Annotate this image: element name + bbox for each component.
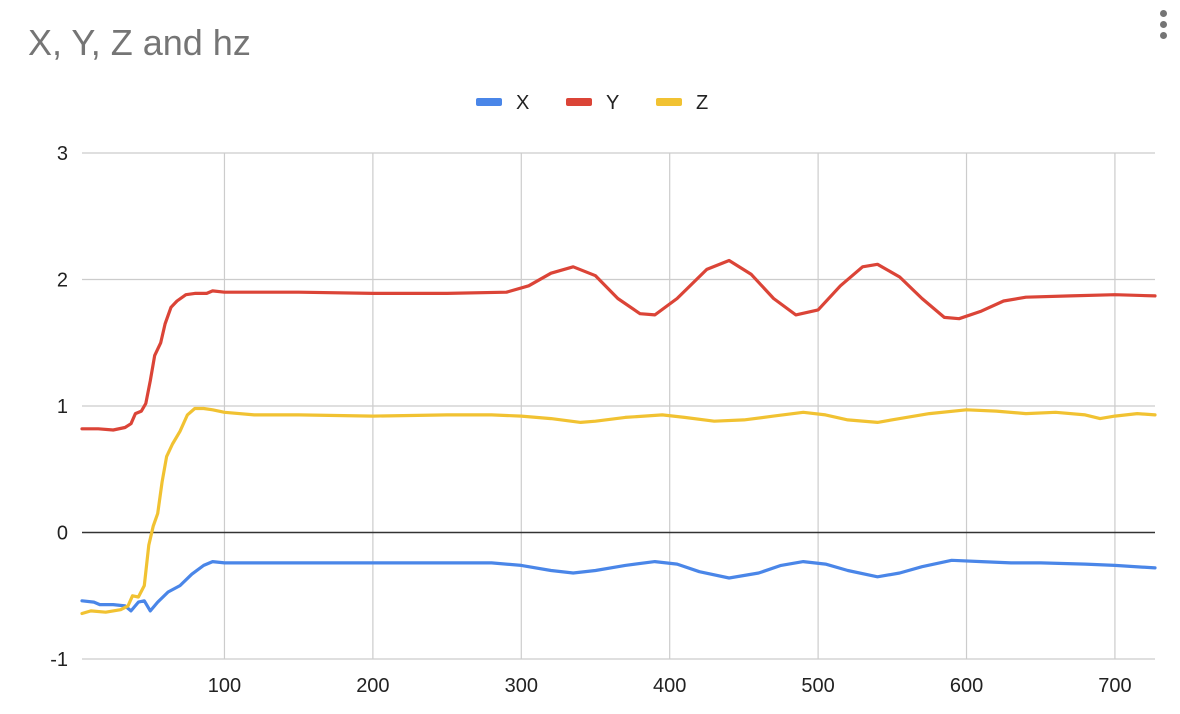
legend-swatch-y <box>566 98 592 106</box>
legend-swatch-z <box>656 98 682 106</box>
legend-label-z: Z <box>696 92 708 114</box>
y-tick-label: 2 <box>57 270 68 292</box>
legend-label-x: X <box>516 92 529 114</box>
x-tick-label: 600 <box>950 675 983 697</box>
x-tick-label: 300 <box>505 675 538 697</box>
chart-title: X, Y, Z and hz <box>28 22 251 63</box>
series-lines <box>80 258 1157 616</box>
x-tick-label: 700 <box>1098 675 1131 697</box>
y-tick-label: 0 <box>57 523 68 545</box>
series-line-y <box>80 258 1157 432</box>
x-tick-label: 100 <box>208 675 241 697</box>
x-tick-label: 400 <box>653 675 686 697</box>
legend: X Y Z <box>476 92 708 114</box>
x-axis-ticks: 100 200 300 400 500 600 700 <box>208 675 1132 697</box>
legend-swatch-x <box>476 98 502 106</box>
x-tick-label: 500 <box>801 675 834 697</box>
legend-label-y: Y <box>606 92 619 114</box>
x-tick-label: 200 <box>356 675 389 697</box>
series-line-z <box>80 406 1157 616</box>
y-axis-ticks: -1 0 1 2 3 <box>50 143 68 671</box>
grid-lines <box>82 152 1155 660</box>
series-line-x <box>80 558 1157 613</box>
y-tick-label: -1 <box>50 649 68 671</box>
y-tick-label: 1 <box>57 396 68 418</box>
y-tick-label: 3 <box>57 143 68 165</box>
more-options-icon[interactable] <box>1152 8 1174 42</box>
